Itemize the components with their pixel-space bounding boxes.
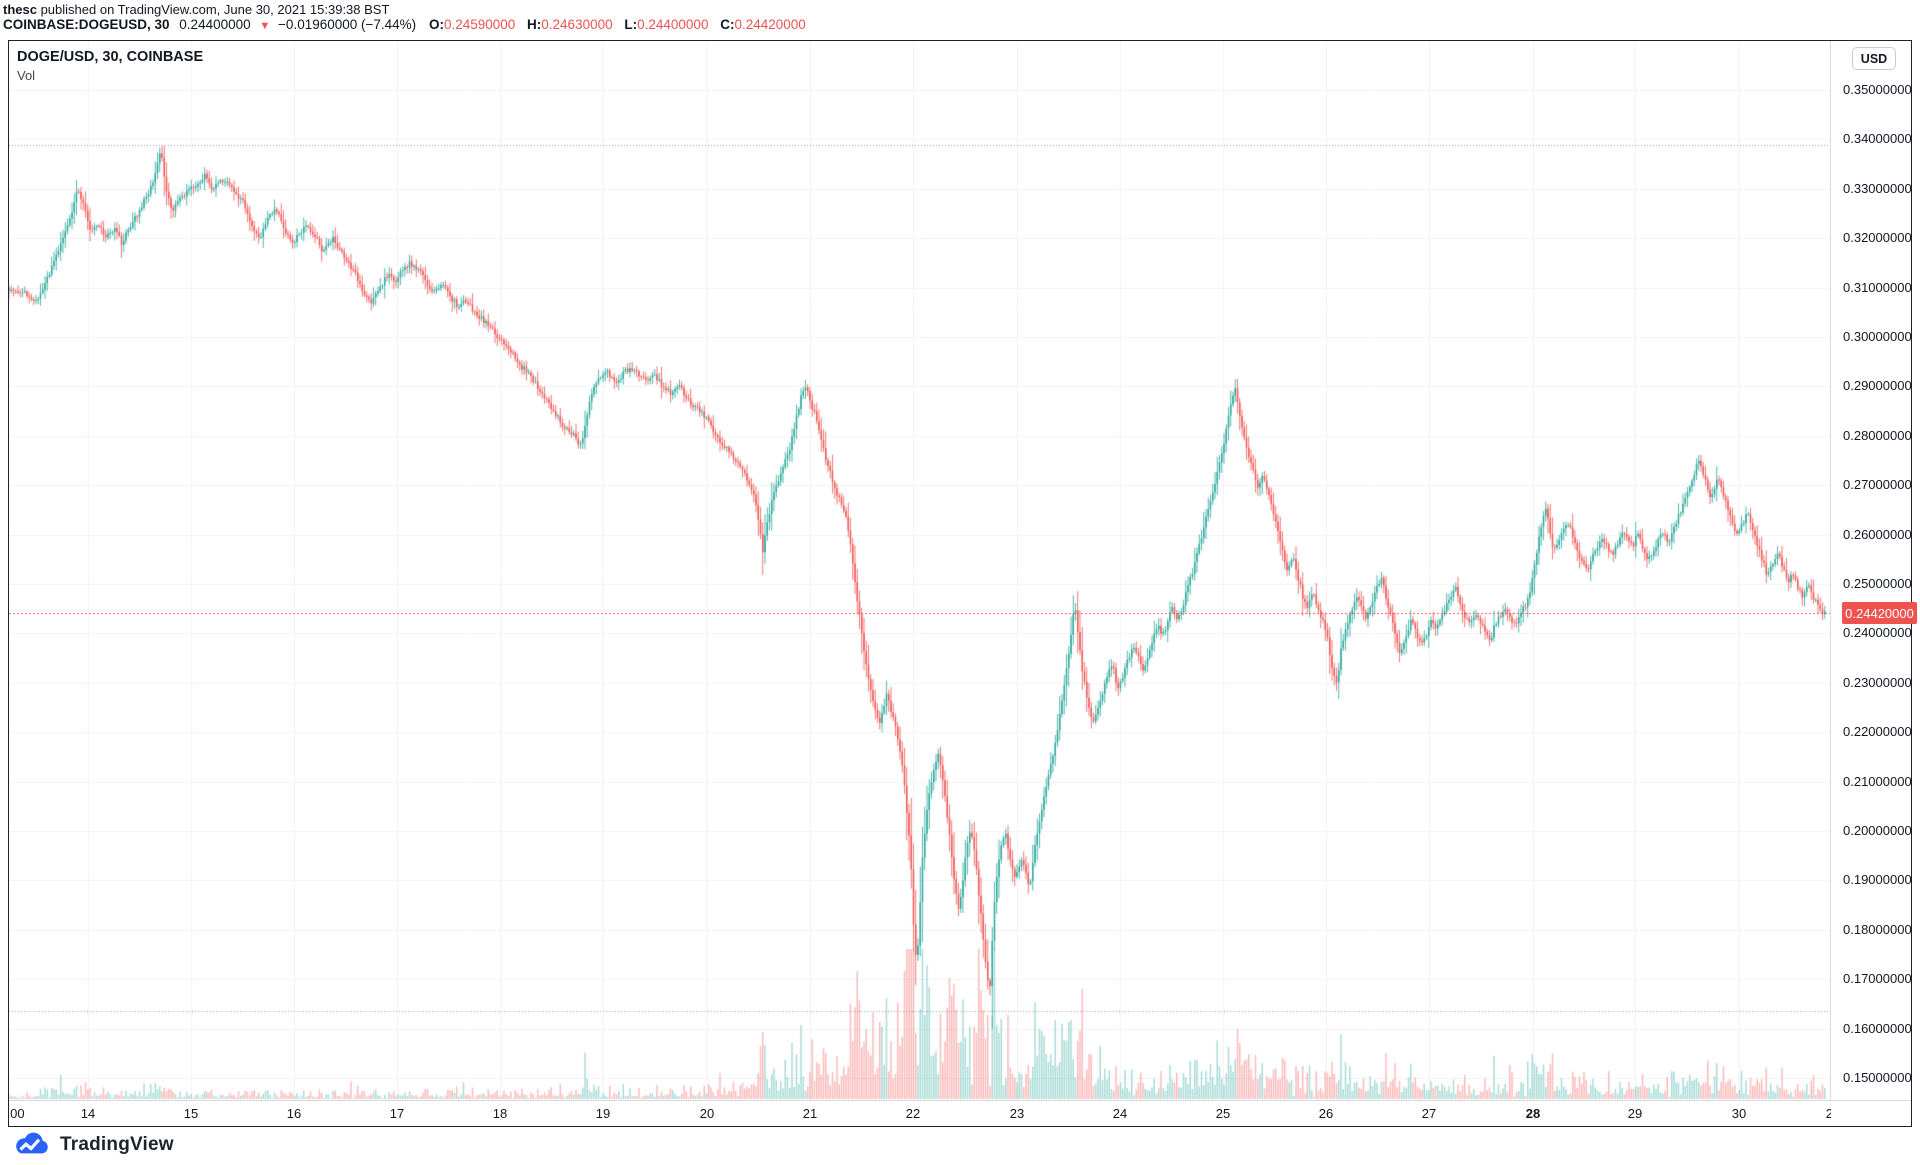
price-axis-label: 0.25000000 xyxy=(1843,576,1912,591)
legend-symbol[interactable]: DOGE/USD, 30, COINBASE xyxy=(17,49,204,65)
tradingview-logo-icon xyxy=(16,1132,48,1154)
price-axis-label: 0.15000000 xyxy=(1843,1070,1912,1085)
price-axis-label: 0.23000000 xyxy=(1843,674,1912,690)
time-axis-label: 16 xyxy=(286,1106,302,1121)
time-axis-separator xyxy=(9,1100,1911,1101)
price-axis-label: 0.24000000 xyxy=(1843,625,1912,641)
time-axis-label: 19 xyxy=(595,1106,611,1121)
price-axis-label: 0.31000000 xyxy=(1843,279,1912,295)
price-axis-label: 0.32000000 xyxy=(1843,230,1912,246)
time-axis-label: 15 xyxy=(183,1106,199,1121)
time-axis-label: 0:00 xyxy=(9,1106,25,1121)
price-axis-separator xyxy=(1830,41,1831,1126)
time-axis-label: 20:00 xyxy=(1825,1106,1831,1121)
time-axis-label: 18 xyxy=(492,1106,508,1121)
price-axis-label: 0.26000000 xyxy=(1843,526,1912,542)
current-price-badge: 0.24420000 xyxy=(1842,602,1917,624)
time-axis-label: 26 xyxy=(1318,1106,1334,1121)
time-axis-label: 17 xyxy=(389,1106,405,1121)
price-axis-label: 0.22000000 xyxy=(1843,724,1912,740)
price-axis-label: 0.27000000 xyxy=(1843,477,1912,493)
price-axis-label: 0.20000000 xyxy=(1843,823,1912,838)
tradingview-attribution[interactable]: TradingView xyxy=(12,1132,174,1158)
price-axis-label: 0.18000000 xyxy=(1843,921,1912,937)
tradingview-brand-text: TradingView xyxy=(60,1134,174,1155)
time-axis-label: 27 xyxy=(1421,1106,1437,1121)
legend-volume-indicator[interactable]: Vol xyxy=(17,68,36,83)
time-axis-label: 14 xyxy=(80,1106,96,1121)
price-axis-label: 0.17000000 xyxy=(1843,971,1912,987)
time-axis-label: 29 xyxy=(1627,1106,1643,1121)
price-axis[interactable]: 0.35000000 0.34000000 0.33000000 0.32000000… xyxy=(1831,41,1912,1100)
price-axis-label: 0.19000000 xyxy=(1843,872,1912,888)
time-axis-label: 25 xyxy=(1215,1106,1231,1121)
currency-toggle-button[interactable]: USD xyxy=(1852,47,1896,70)
price-axis-label: 0.16000000 xyxy=(1843,1020,1912,1036)
price-axis-label: 0.28000000 xyxy=(1843,427,1912,443)
time-axis-label: 28 xyxy=(1525,1106,1541,1121)
time-axis-label: 23 xyxy=(1009,1106,1025,1121)
time-axis-label: 22 xyxy=(905,1106,921,1121)
time-axis-label: 30 xyxy=(1731,1106,1747,1121)
price-axis-label: 0.33000000 xyxy=(1843,180,1912,196)
price-axis-label: 0.35000000 xyxy=(1843,82,1912,97)
time-axis-label: 21 xyxy=(802,1106,818,1121)
time-axis[interactable]: 0:00 14 15 16 17 18 19 20 21 22 23 24 25 26 27 28 29 30 20… xyxy=(9,1101,1831,1126)
price-axis-label: 0.21000000 xyxy=(1843,773,1912,789)
price-axis-label: 0.30000000 xyxy=(1843,329,1912,344)
chart-legend: DOGE/USD, 30, COINBASE Vol xyxy=(17,47,203,85)
time-axis-label: 20 xyxy=(699,1106,715,1121)
price-axis-label: 0.34000000 xyxy=(1843,131,1912,147)
price-axis-label: 0.29000000 xyxy=(1843,378,1912,394)
time-axis-label: 24 xyxy=(1112,1106,1128,1121)
